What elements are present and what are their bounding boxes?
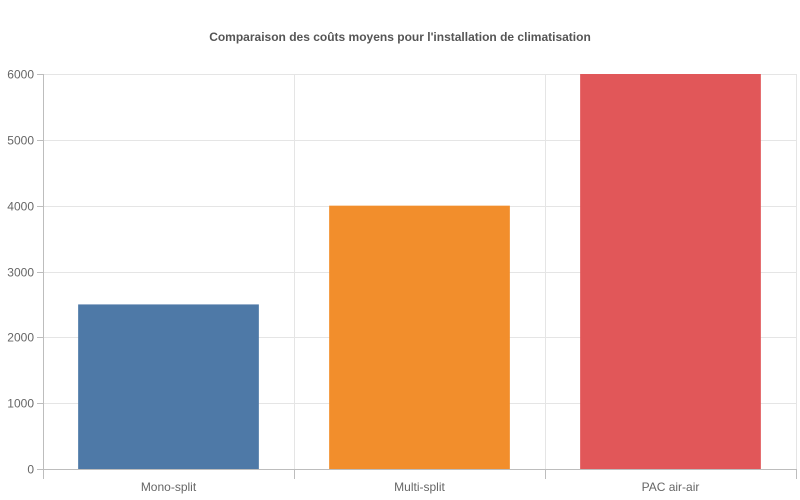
x-tick-label: PAC air-air	[642, 480, 700, 494]
x-tick-label: Multi-split	[394, 480, 445, 494]
y-tick-label: 0	[27, 463, 34, 477]
bar-pac-air-air	[580, 74, 761, 469]
bars	[78, 74, 761, 469]
y-tick-label: 2000	[7, 331, 34, 345]
axes	[37, 74, 797, 479]
y-axis-tick-labels: 0 1000 2000 3000 4000 5000 6000	[7, 68, 34, 477]
y-tick-label: 5000	[7, 134, 34, 148]
x-tick-label: Mono-split	[141, 480, 197, 494]
y-tick-label: 3000	[7, 266, 34, 280]
chart-title: Comparaison des coûts moyens pour l'inst…	[209, 30, 591, 44]
bar-multi-split	[329, 205, 510, 469]
y-tick-label: 6000	[7, 68, 34, 82]
bar-mono-split	[78, 304, 259, 469]
y-tick-label: 1000	[7, 397, 34, 411]
x-axis-tick-labels: Mono-split Multi-split PAC air-air	[141, 480, 700, 494]
y-tick-label: 4000	[7, 200, 34, 214]
